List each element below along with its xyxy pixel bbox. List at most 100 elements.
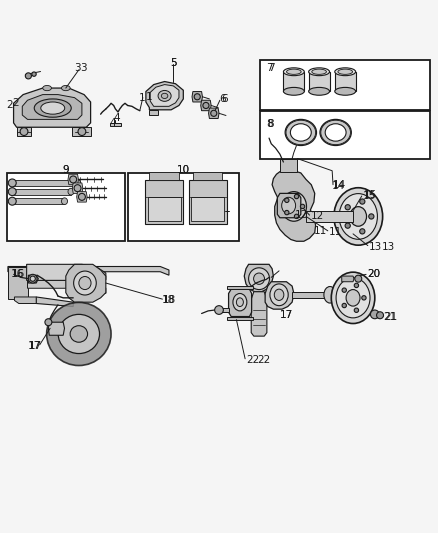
Text: 7: 7 [268, 63, 274, 74]
Ellipse shape [270, 284, 288, 305]
Text: 14: 14 [333, 180, 346, 190]
Ellipse shape [43, 85, 51, 91]
Circle shape [32, 72, 36, 76]
Text: 20: 20 [367, 269, 380, 279]
Ellipse shape [41, 102, 65, 114]
Circle shape [45, 319, 52, 326]
Text: 17: 17 [280, 310, 293, 320]
Circle shape [355, 275, 362, 282]
Ellipse shape [331, 272, 375, 324]
Ellipse shape [281, 192, 307, 221]
Polygon shape [22, 94, 82, 119]
Ellipse shape [335, 68, 356, 76]
Ellipse shape [70, 326, 88, 342]
Text: 2: 2 [12, 98, 19, 108]
Text: 21: 21 [384, 312, 397, 321]
Polygon shape [244, 264, 273, 292]
Polygon shape [192, 92, 202, 102]
Ellipse shape [286, 69, 301, 74]
Text: 18: 18 [162, 295, 175, 305]
Text: 8: 8 [266, 119, 272, 129]
Circle shape [294, 214, 299, 219]
Circle shape [194, 94, 200, 100]
Text: 17: 17 [29, 341, 42, 351]
Ellipse shape [290, 124, 311, 141]
Ellipse shape [61, 198, 67, 205]
Polygon shape [277, 193, 301, 218]
Polygon shape [149, 110, 158, 115]
Text: 13: 13 [369, 242, 382, 252]
Circle shape [369, 214, 374, 219]
Ellipse shape [339, 193, 378, 239]
Ellipse shape [158, 91, 171, 101]
Circle shape [360, 199, 365, 204]
Circle shape [285, 211, 289, 215]
Polygon shape [72, 127, 91, 136]
Polygon shape [8, 266, 28, 299]
Ellipse shape [338, 69, 353, 74]
Circle shape [74, 184, 81, 192]
Circle shape [203, 102, 209, 109]
Polygon shape [150, 85, 179, 107]
Polygon shape [146, 82, 184, 110]
Circle shape [354, 308, 359, 312]
Polygon shape [28, 275, 39, 283]
Polygon shape [283, 72, 304, 91]
Circle shape [28, 274, 37, 283]
Text: 1: 1 [138, 93, 145, 103]
Circle shape [25, 73, 32, 79]
Polygon shape [342, 276, 354, 282]
Polygon shape [28, 280, 106, 294]
Circle shape [30, 276, 35, 281]
Bar [127, 173, 239, 241]
Ellipse shape [350, 207, 367, 226]
Polygon shape [12, 189, 71, 195]
Text: 17: 17 [28, 341, 41, 351]
Polygon shape [77, 192, 87, 202]
Polygon shape [17, 127, 31, 136]
Circle shape [371, 310, 379, 319]
Ellipse shape [283, 87, 304, 95]
Text: 4: 4 [109, 118, 116, 128]
Circle shape [345, 223, 350, 228]
Text: 3: 3 [80, 63, 87, 74]
Ellipse shape [79, 277, 91, 289]
Ellipse shape [68, 188, 74, 195]
Ellipse shape [161, 93, 168, 99]
Polygon shape [335, 72, 356, 91]
Ellipse shape [34, 99, 71, 117]
Polygon shape [292, 292, 328, 298]
Text: 21: 21 [385, 312, 398, 321]
Polygon shape [191, 197, 224, 221]
Circle shape [362, 296, 366, 300]
Polygon shape [265, 282, 294, 309]
Ellipse shape [237, 298, 244, 306]
Polygon shape [306, 211, 353, 222]
Text: 5: 5 [170, 58, 177, 68]
Polygon shape [272, 170, 316, 241]
Text: 15: 15 [363, 191, 376, 201]
Polygon shape [193, 173, 223, 180]
Ellipse shape [287, 198, 301, 215]
Polygon shape [309, 72, 329, 91]
Polygon shape [227, 317, 253, 320]
Circle shape [377, 312, 384, 319]
Text: 12: 12 [295, 210, 308, 220]
Circle shape [360, 229, 365, 234]
Circle shape [8, 197, 16, 205]
Text: 1: 1 [146, 92, 152, 102]
Text: 10: 10 [177, 165, 190, 175]
Circle shape [294, 195, 299, 199]
Text: 6: 6 [221, 94, 228, 104]
Text: 11: 11 [328, 227, 342, 237]
Circle shape [215, 305, 223, 314]
Text: 4: 4 [113, 112, 120, 123]
Circle shape [8, 179, 16, 187]
Polygon shape [27, 264, 106, 283]
Ellipse shape [74, 180, 81, 187]
Bar [260, 111, 430, 158]
Circle shape [285, 198, 289, 203]
Text: 7: 7 [266, 63, 272, 74]
Text: 6: 6 [219, 94, 226, 104]
Ellipse shape [285, 119, 317, 146]
